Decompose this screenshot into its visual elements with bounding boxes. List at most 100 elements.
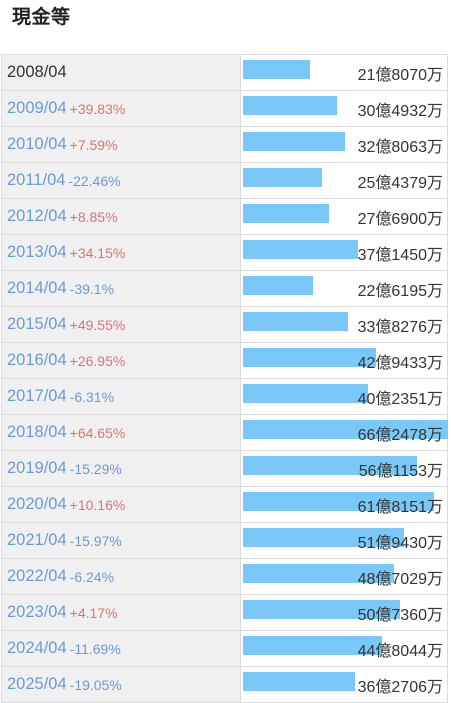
amount-value: 37億1450万	[357, 246, 443, 264]
amount-value: 48億7029万	[357, 570, 443, 588]
period-label: 2024/04	[7, 639, 67, 657]
change-percent: +49.55%	[69, 316, 126, 333]
amount-bar	[243, 456, 417, 475]
period-cell: 2023/04 +4.17%	[2, 595, 241, 630]
amount-bar	[243, 276, 313, 295]
period-cell: 2022/04 -6.24%	[2, 559, 241, 594]
amount-cell: 21億8070万	[242, 55, 448, 90]
amount-value: 36億2706万	[357, 678, 443, 696]
period-cell: 2019/04 -15.29%	[2, 451, 241, 486]
period-label: 2016/04	[7, 351, 67, 369]
amount-bar	[243, 96, 337, 115]
table-row: 2015/04 +49.55% 33億8276万	[1, 307, 448, 343]
change-percent: -15.97%	[69, 532, 122, 549]
table-row: 2010/04 +7.59% 32億8063万	[1, 127, 448, 163]
period-cell: 2015/04 +49.55%	[2, 307, 241, 342]
amount-value: 44億8044万	[357, 642, 443, 660]
amount-value: 56億1153万	[358, 462, 443, 480]
change-percent: -6.24%	[69, 568, 115, 585]
period-label: 2011/04	[7, 171, 66, 189]
change-percent: -22.46%	[68, 172, 121, 189]
change-percent: +10.16%	[69, 496, 126, 513]
period-cell: 2009/04 +39.83%	[2, 91, 241, 126]
amount-bar	[243, 492, 434, 511]
amount-cell: 27億6900万	[242, 199, 448, 234]
amount-bar	[243, 528, 404, 547]
change-percent: +64.65%	[69, 424, 126, 441]
change-percent: +39.83%	[69, 100, 126, 117]
amount-bar	[243, 636, 382, 655]
table-row: 2013/04 +34.15% 37億1450万	[1, 235, 448, 271]
change-percent: +4.17%	[69, 604, 118, 621]
amount-value: 30億4932万	[357, 102, 443, 120]
period-label: 2025/04	[7, 675, 67, 693]
table-row: 2025/04 -19.05% 36億2706万	[1, 667, 448, 703]
amount-bar	[243, 420, 448, 439]
amount-cell: 25億4379万	[242, 163, 448, 198]
table-row: 2017/04 -6.31% 40億2351万	[1, 379, 448, 415]
amount-value: 25億4379万	[357, 174, 443, 192]
amount-bar	[243, 672, 355, 691]
amount-value: 22億6195万	[357, 282, 443, 300]
period-label: 2018/04	[7, 423, 67, 441]
amount-bar	[243, 600, 400, 619]
amount-value: 33億8276万	[357, 318, 443, 336]
amount-cell: 61億8151万	[242, 487, 448, 522]
table-row: 2018/04 +64.65% 66億2478万	[1, 415, 448, 451]
amount-cell: 32億8063万	[242, 127, 448, 162]
table-row: 2023/04 +4.17% 50億7360万	[1, 595, 448, 631]
amount-cell: 37億1450万	[242, 235, 448, 270]
amount-bar	[243, 60, 310, 79]
table-row: 2014/04 -39.1% 22億6195万	[1, 271, 448, 307]
amount-value: 50億7360万	[357, 606, 443, 624]
amount-bar	[243, 312, 348, 331]
period-label: 2017/04	[7, 387, 67, 405]
table-row: 2019/04 -15.29% 56億1153万	[1, 451, 448, 487]
amount-cell: 44億8044万	[242, 631, 448, 666]
change-percent: +34.15%	[69, 244, 126, 261]
amount-value: 21億8070万	[357, 66, 443, 84]
amount-cell: 40億2351万	[242, 379, 448, 414]
amount-value: 32億8063万	[357, 138, 443, 156]
period-cell: 2008/04	[2, 55, 241, 90]
period-cell: 2018/04 +64.65%	[2, 415, 241, 450]
table-row: 2021/04 -15.97% 51億9430万	[1, 523, 448, 559]
amount-cell: 42億9433万	[242, 343, 448, 378]
amount-bar	[243, 348, 376, 367]
amount-cell: 33億8276万	[242, 307, 448, 342]
table-row: 2009/04 +39.83% 30億4932万	[1, 91, 448, 127]
amount-cell: 50億7360万	[242, 595, 448, 630]
table-row: 2016/04 +26.95% 42億9433万	[1, 343, 448, 379]
table-row: 2008/04 21億8070万	[1, 55, 448, 91]
amount-cell: 56億1153万	[242, 451, 448, 486]
period-label: 2022/04	[7, 567, 67, 585]
table-row: 2022/04 -6.24% 48億7029万	[1, 559, 448, 595]
change-percent: -15.29%	[69, 460, 122, 477]
page-title: 現金等	[12, 6, 71, 28]
period-label: 2019/04	[7, 459, 67, 477]
amount-value: 61億8151万	[357, 498, 443, 516]
period-label: 2015/04	[7, 315, 67, 333]
period-cell: 2014/04 -39.1%	[2, 271, 241, 306]
amount-cell: 22億6195万	[242, 271, 448, 306]
period-cell: 2013/04 +34.15%	[2, 235, 241, 270]
period-label: 2010/04	[7, 135, 67, 153]
amount-cell: 48億7029万	[242, 559, 448, 594]
change-percent: +7.59%	[69, 136, 118, 153]
period-cell: 2024/04 -11.69%	[2, 631, 241, 666]
period-cell: 2016/04 +26.95%	[2, 343, 241, 378]
change-percent: -19.05%	[69, 676, 122, 693]
amount-cell: 66億2478万	[242, 415, 448, 450]
amount-bar	[243, 168, 322, 187]
period-label: 2020/04	[7, 495, 67, 513]
period-label: 2014/04	[7, 279, 67, 297]
period-cell: 2011/04 -22.46%	[2, 163, 241, 198]
amount-cell: 30億4932万	[242, 91, 448, 126]
amount-value: 27億6900万	[357, 210, 443, 228]
amount-value: 66億2478万	[357, 426, 443, 444]
amount-bar	[243, 564, 394, 583]
amount-cell: 51億9430万	[242, 523, 448, 558]
period-label: 2008/04	[7, 63, 67, 81]
amount-value: 40億2351万	[357, 390, 443, 408]
amount-bar	[243, 240, 358, 259]
